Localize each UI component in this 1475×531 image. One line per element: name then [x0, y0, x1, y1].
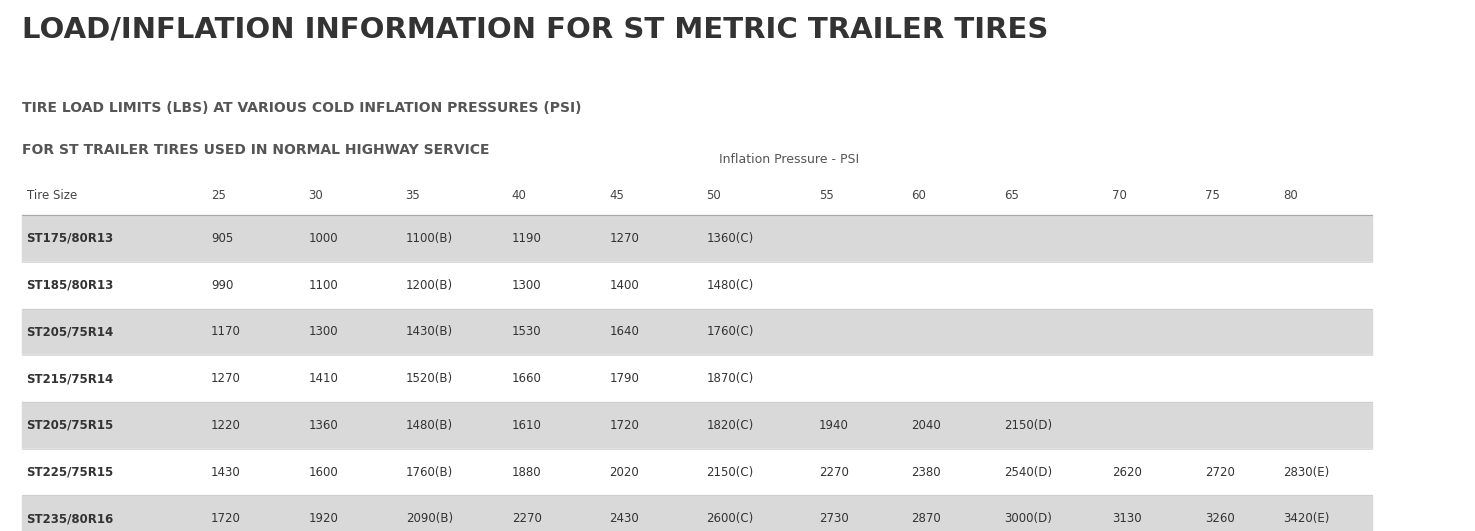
Text: 1600: 1600	[308, 466, 338, 478]
Text: 25: 25	[211, 190, 226, 202]
Text: 1820(C): 1820(C)	[707, 419, 754, 432]
Text: 1610: 1610	[512, 419, 541, 432]
Text: 2430: 2430	[609, 512, 639, 525]
Text: 2540(D): 2540(D)	[1004, 466, 1053, 478]
Text: 3260: 3260	[1205, 512, 1235, 525]
Text: 1880: 1880	[512, 466, 541, 478]
Text: Tire Size: Tire Size	[27, 190, 77, 202]
Text: 1920: 1920	[308, 512, 338, 525]
Text: ST215/75R14: ST215/75R14	[27, 372, 114, 385]
Text: 2600(C): 2600(C)	[707, 512, 754, 525]
Text: 50: 50	[707, 190, 721, 202]
Text: ST205/75R15: ST205/75R15	[27, 419, 114, 432]
Text: 2150(C): 2150(C)	[707, 466, 754, 478]
Text: 1660: 1660	[512, 372, 541, 385]
Text: ST205/75R14: ST205/75R14	[27, 326, 114, 338]
Text: 1190: 1190	[512, 232, 541, 245]
Text: 1100: 1100	[308, 279, 338, 292]
Text: 2150(D): 2150(D)	[1004, 419, 1053, 432]
Text: 80: 80	[1283, 190, 1298, 202]
Text: 45: 45	[609, 190, 624, 202]
Text: 2720: 2720	[1205, 466, 1235, 478]
Text: 1200(B): 1200(B)	[406, 279, 453, 292]
Text: 1520(B): 1520(B)	[406, 372, 453, 385]
Text: Inflation Pressure - PSI: Inflation Pressure - PSI	[718, 153, 858, 166]
Text: ST185/80R13: ST185/80R13	[27, 279, 114, 292]
Text: 1480(B): 1480(B)	[406, 419, 453, 432]
Text: 1790: 1790	[609, 372, 639, 385]
Text: 1760(B): 1760(B)	[406, 466, 453, 478]
Text: 1360: 1360	[308, 419, 338, 432]
Text: 40: 40	[512, 190, 527, 202]
Text: 1870(C): 1870(C)	[707, 372, 754, 385]
Bar	[22, 402, 1372, 449]
Text: ST175/80R13: ST175/80R13	[27, 232, 114, 245]
Text: 1300: 1300	[308, 326, 338, 338]
Text: 70: 70	[1112, 190, 1127, 202]
Text: 1400: 1400	[609, 279, 639, 292]
Text: 2620: 2620	[1112, 466, 1142, 478]
Text: 1760(C): 1760(C)	[707, 326, 754, 338]
Text: 2830(E): 2830(E)	[1283, 466, 1329, 478]
Text: 2870: 2870	[912, 512, 941, 525]
Text: 1170: 1170	[211, 326, 240, 338]
Text: 2380: 2380	[912, 466, 941, 478]
Text: 2040: 2040	[912, 419, 941, 432]
Text: 1270: 1270	[609, 232, 639, 245]
Text: 2270: 2270	[819, 466, 848, 478]
Text: 1940: 1940	[819, 419, 848, 432]
Text: 1430(B): 1430(B)	[406, 326, 453, 338]
Text: 1270: 1270	[211, 372, 240, 385]
Text: 1640: 1640	[609, 326, 639, 338]
Text: 3420(E): 3420(E)	[1283, 512, 1329, 525]
Text: 75: 75	[1205, 190, 1220, 202]
Text: 1530: 1530	[512, 326, 541, 338]
Text: 60: 60	[912, 190, 926, 202]
Text: 2730: 2730	[819, 512, 848, 525]
Bar	[22, 355, 1372, 402]
Bar	[22, 495, 1372, 531]
Bar	[22, 309, 1372, 355]
Text: 3000(D): 3000(D)	[1004, 512, 1052, 525]
Text: 990: 990	[211, 279, 233, 292]
Text: 30: 30	[308, 190, 323, 202]
Text: 1000: 1000	[308, 232, 338, 245]
Text: 1360(C): 1360(C)	[707, 232, 754, 245]
Text: 1430: 1430	[211, 466, 240, 478]
Text: 3130: 3130	[1112, 512, 1142, 525]
Bar	[22, 449, 1372, 495]
Text: FOR ST TRAILER TIRES USED IN NORMAL HIGHWAY SERVICE: FOR ST TRAILER TIRES USED IN NORMAL HIGH…	[22, 143, 490, 157]
Text: 55: 55	[819, 190, 833, 202]
Text: TIRE LOAD LIMITS (LBS) AT VARIOUS COLD INFLATION PRESSURES (PSI): TIRE LOAD LIMITS (LBS) AT VARIOUS COLD I…	[22, 101, 581, 115]
Bar	[22, 215, 1372, 262]
Bar	[22, 262, 1372, 309]
Text: 2090(B): 2090(B)	[406, 512, 453, 525]
Text: 1480(C): 1480(C)	[707, 279, 754, 292]
Text: ST235/80R16: ST235/80R16	[27, 512, 114, 525]
Text: LOAD/INFLATION INFORMATION FOR ST METRIC TRAILER TIRES: LOAD/INFLATION INFORMATION FOR ST METRIC…	[22, 16, 1049, 44]
Text: 35: 35	[406, 190, 420, 202]
Text: 1720: 1720	[211, 512, 240, 525]
Text: 65: 65	[1004, 190, 1019, 202]
Text: 1410: 1410	[308, 372, 338, 385]
Text: ST225/75R15: ST225/75R15	[27, 466, 114, 478]
Text: 1300: 1300	[512, 279, 541, 292]
Text: 1220: 1220	[211, 419, 240, 432]
Text: 1720: 1720	[609, 419, 639, 432]
Text: 905: 905	[211, 232, 233, 245]
Text: 2020: 2020	[609, 466, 639, 478]
Text: 1100(B): 1100(B)	[406, 232, 453, 245]
Text: 2270: 2270	[512, 512, 541, 525]
